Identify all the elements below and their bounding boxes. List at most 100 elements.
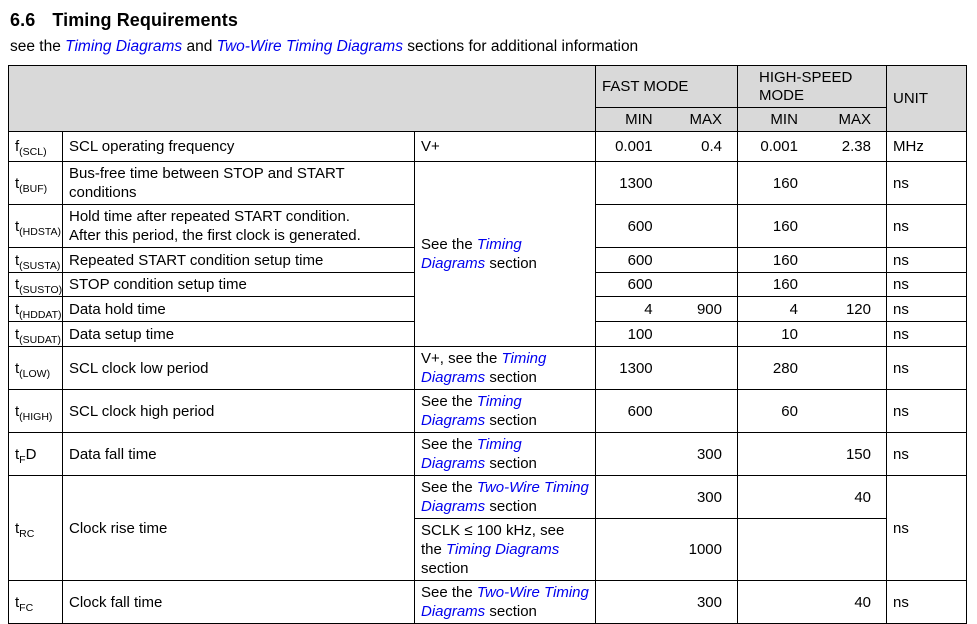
symbol-base: t xyxy=(15,445,20,463)
hs-min-value: 160 xyxy=(772,251,798,269)
row-t-susta: t(SUSTA) Repeated START condition setup … xyxy=(8,247,968,273)
fast-max-value: 300 xyxy=(696,488,722,506)
symbol-base: t xyxy=(15,217,20,235)
unit-cell: ns xyxy=(886,161,968,205)
fast-mode-label: FAST MODE xyxy=(602,77,689,95)
row-t-rc-condition-2: SCLK ≤ 100 kHz, see the Timing Diagrams … xyxy=(9,518,967,581)
hs-max-value: 2.38 xyxy=(841,138,871,155)
high-speed-values: 280 xyxy=(737,346,888,390)
condition-text: section xyxy=(485,255,537,272)
symbol-sub: (HIGH) xyxy=(19,410,53,423)
hs-max-value: 120 xyxy=(845,300,871,318)
description-line: Bus-free time between STOP and START xyxy=(69,165,345,182)
timing-diagrams-link[interactable]: Timing Diagrams xyxy=(421,350,547,386)
fast-max-value: 0.4 xyxy=(701,138,722,155)
condition-text: section xyxy=(421,560,469,577)
high-speed-values: 160 xyxy=(737,204,888,248)
fast-min-value: 1300 xyxy=(619,174,653,192)
fast-mode-values: 600 xyxy=(595,204,739,248)
hs-min-value: 0.001 xyxy=(760,138,798,155)
symbol-base: t xyxy=(15,359,20,377)
symbol-base: t xyxy=(15,402,20,420)
unit-cell: ns xyxy=(886,204,968,248)
fast-min-value: 100 xyxy=(627,325,653,343)
fast-max-value: 1000 xyxy=(688,541,722,558)
row-f-scl: f(SCL) SCL operating frequency V+ 0.001 0… xyxy=(8,131,968,162)
timing-diagrams-link[interactable]: Timing Diagrams xyxy=(421,393,522,429)
description-line: After this period, the first clock is ge… xyxy=(69,227,361,244)
description-cell: Clock rise time xyxy=(62,475,415,581)
section-title-text: Timing Requirements xyxy=(52,10,238,30)
symbol-suffix: D xyxy=(25,445,37,463)
high-speed-values: 4 120 xyxy=(737,296,888,322)
high-speed-values: 0.001 2.38 xyxy=(737,131,888,162)
fast-mode-values: 1000 xyxy=(595,518,739,581)
timing-diagrams-link[interactable]: Timing Diagrams xyxy=(421,436,522,472)
description-cell: Repeated START condition setup time xyxy=(62,247,415,273)
symbol-base: t xyxy=(15,519,20,537)
high-speed-values: 150 xyxy=(737,432,888,476)
hs-max-value: 150 xyxy=(845,445,871,463)
two-wire-timing-diagrams-link[interactable]: Two-Wire Timing Diagrams xyxy=(216,38,403,55)
description-cell: Data setup time xyxy=(62,321,415,347)
max-label: MAX xyxy=(689,111,722,128)
condition-text: section xyxy=(485,498,537,515)
symbol-sub: (SCL) xyxy=(19,146,47,158)
unit-cell: ns xyxy=(886,389,968,433)
fast-mode-values: 300 xyxy=(595,432,739,476)
hs-min-value: 160 xyxy=(772,276,798,293)
symbol-sub: (SUSTO) xyxy=(19,284,63,296)
fast-min-value: 600 xyxy=(627,276,653,293)
symbol-cell: t(HIGH) xyxy=(8,389,63,433)
high-speed-values: 10 xyxy=(737,321,888,347)
row-t-susto: t(SUSTO) STOP condition setup time 600 1… xyxy=(8,272,968,297)
description-cell: SCL operating frequency xyxy=(62,131,415,162)
row-t-hddat: t(HDDAT) Data hold time 4 900 4 120 ns xyxy=(8,296,968,322)
two-wire-timing-diagrams-link[interactable]: Two-Wire Timing Diagrams xyxy=(421,584,589,620)
min-label: MIN xyxy=(770,111,798,128)
timing-diagrams-link[interactable]: Timing Diagrams xyxy=(65,38,183,55)
symbol-cell: tFC xyxy=(8,580,63,624)
description-cell: SCL clock low period xyxy=(62,346,415,390)
condition-text: See the xyxy=(421,584,477,601)
symbol-base: f xyxy=(15,138,20,155)
symbol-sub: (BUF) xyxy=(19,182,48,195)
intro-text: sections for additional information xyxy=(402,38,639,55)
symbol-sub: (LOW) xyxy=(19,367,51,380)
min-label: MIN xyxy=(625,111,653,128)
timing-diagrams-link[interactable]: Timing Diagrams xyxy=(446,541,560,558)
two-wire-timing-diagrams-link[interactable]: Two-Wire Timing Diagrams xyxy=(421,479,589,515)
hs-min-value: 10 xyxy=(781,325,798,343)
high-speed-mode-label: HIGH-SPEED MODE xyxy=(759,68,853,104)
header-fast-mode: FAST MODE xyxy=(595,65,739,108)
fast-min-value: 1300 xyxy=(619,359,653,377)
high-speed-values: 40 xyxy=(737,580,888,624)
symbol-sub: F xyxy=(19,453,26,466)
unit-cell: ns xyxy=(886,272,968,297)
symbol-sub: RC xyxy=(19,527,35,540)
description-cell: SCL clock high period xyxy=(62,389,415,433)
condition-cell: See the Timing Diagrams section xyxy=(413,432,597,476)
hs-max-value: 40 xyxy=(854,593,871,611)
header-fast-minmax: MIN MAX xyxy=(595,107,739,132)
condition-text: See the xyxy=(421,236,477,253)
fast-mode-values: 100 xyxy=(595,321,739,347)
symbol-cell: t(SUSTO) xyxy=(8,272,63,297)
max-label: MAX xyxy=(838,111,871,128)
condition-cell-shared: See the Timing Diagrams section xyxy=(413,161,597,347)
symbol-sub: (HDSTA) xyxy=(19,225,61,238)
fast-mode-values: 1300 xyxy=(595,346,739,390)
header-row-modes: FAST MODE HIGH-SPEED MODE UNIT xyxy=(7,65,968,132)
intro-text: see the xyxy=(10,38,66,55)
row-t-buf: t (BUF) Bus-free time between STOP and ST… xyxy=(8,161,968,347)
fast-max-value: 300 xyxy=(696,445,722,463)
row-t-high: t(HIGH) SCL clock high period See the Ti… xyxy=(8,389,968,433)
symbol-base: t xyxy=(15,325,20,343)
condition-cell: See the Timing Diagrams section xyxy=(413,389,597,433)
high-speed-values: 160 xyxy=(737,247,888,273)
high-speed-values: 160 xyxy=(737,161,888,205)
high-speed-values xyxy=(737,518,888,581)
timing-diagrams-link[interactable]: Timing Diagrams xyxy=(421,236,522,272)
condition-cell: See the Two-Wire Timing Diagrams section xyxy=(413,580,597,624)
condition-text: section xyxy=(485,455,537,472)
